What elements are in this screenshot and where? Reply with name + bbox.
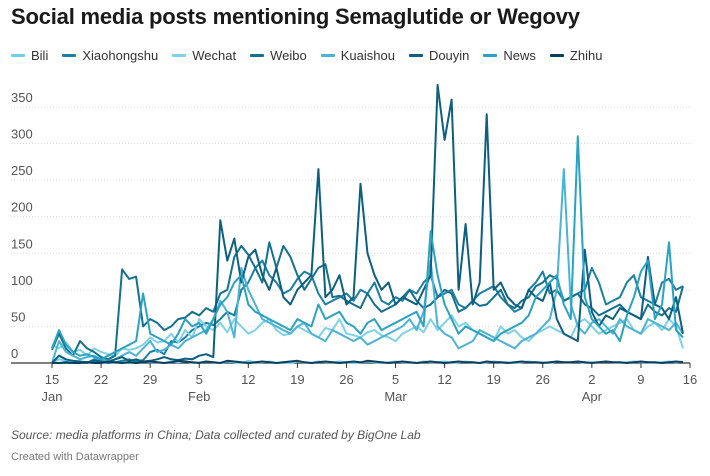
legend-swatch bbox=[549, 54, 564, 57]
x-month-label: Jan bbox=[42, 389, 63, 404]
legend-swatch bbox=[11, 54, 25, 57]
series-line-douyin bbox=[51, 84, 684, 364]
source-note: Source: media platforms in China; Data c… bbox=[11, 428, 421, 442]
y-tick-label: 150 bbox=[11, 236, 33, 251]
legend-swatch bbox=[483, 54, 498, 57]
legend-swatch bbox=[250, 54, 265, 57]
legend-item-xiaohongshu: Xiaohongshu bbox=[62, 48, 158, 63]
legend-label: Douyin bbox=[428, 48, 470, 63]
chart-title: Social media posts mentioning Semaglutid… bbox=[11, 4, 580, 29]
x-tick-label: 22 bbox=[94, 372, 108, 387]
series-line-zhihu bbox=[52, 359, 684, 364]
y-tick-label: 300 bbox=[11, 127, 33, 142]
y-tick-label: 100 bbox=[11, 273, 33, 288]
x-month-label: Feb bbox=[188, 389, 210, 404]
series-line-news bbox=[51, 135, 684, 361]
x-tick-label: 16 bbox=[683, 372, 697, 387]
legend-swatch bbox=[320, 54, 335, 57]
chart-legend: Bili Xiaohongshu Wechat Weibo Kuaishou Douyin… bbox=[11, 48, 602, 63]
legend-label: News bbox=[503, 48, 536, 63]
y-tick-label: 250 bbox=[11, 163, 33, 178]
legend-item-bili: Bili bbox=[11, 48, 48, 63]
x-tick-label: 19 bbox=[486, 372, 500, 387]
x-tick-label: 29 bbox=[143, 372, 157, 387]
x-month-label: Mar bbox=[384, 389, 407, 404]
y-tick-label: 0 bbox=[11, 346, 18, 361]
legend-label: Wechat bbox=[192, 48, 237, 63]
x-tick-label: 12 bbox=[437, 372, 451, 387]
legend-label: Xiaohongshu bbox=[82, 48, 159, 63]
legend-item-kuaishou: Kuaishou bbox=[320, 48, 395, 63]
y-tick-label: 200 bbox=[11, 200, 33, 215]
credit-note: Created with Datawrapper bbox=[11, 451, 139, 463]
x-tick-label: 5 bbox=[196, 372, 203, 387]
legend-swatch bbox=[172, 54, 187, 57]
legend-swatch bbox=[408, 54, 423, 57]
x-tick-label: 12 bbox=[241, 372, 255, 387]
series-line-weibo bbox=[51, 241, 684, 361]
legend-item-news: News bbox=[483, 48, 536, 63]
legend-label: Zhihu bbox=[569, 48, 603, 63]
series-line-kuaishou bbox=[51, 168, 684, 364]
x-tick-label: 15 bbox=[45, 372, 59, 387]
x-month-label: Apr bbox=[582, 389, 603, 404]
legend-label: Kuaishou bbox=[340, 48, 395, 63]
legend-label: Bili bbox=[31, 48, 49, 63]
legend-item-douyin: Douyin bbox=[408, 48, 470, 63]
x-tick-label: 26 bbox=[339, 372, 353, 387]
legend-item-wechat: Wechat bbox=[172, 48, 236, 63]
x-tick-label: 9 bbox=[637, 372, 644, 387]
legend-label: Weibo bbox=[270, 48, 307, 63]
series-line-wechat bbox=[51, 314, 684, 357]
x-tick-label: 2 bbox=[588, 372, 595, 387]
y-tick-label: 50 bbox=[11, 309, 25, 324]
legend-swatch bbox=[62, 54, 77, 57]
x-tick-label: 26 bbox=[536, 372, 550, 387]
x-tick-label: 5 bbox=[392, 372, 399, 387]
y-tick-label: 350 bbox=[11, 90, 33, 105]
legend-item-zhihu: Zhihu bbox=[549, 48, 603, 63]
legend-item-weibo: Weibo bbox=[250, 48, 307, 63]
x-tick-label: 19 bbox=[290, 372, 304, 387]
